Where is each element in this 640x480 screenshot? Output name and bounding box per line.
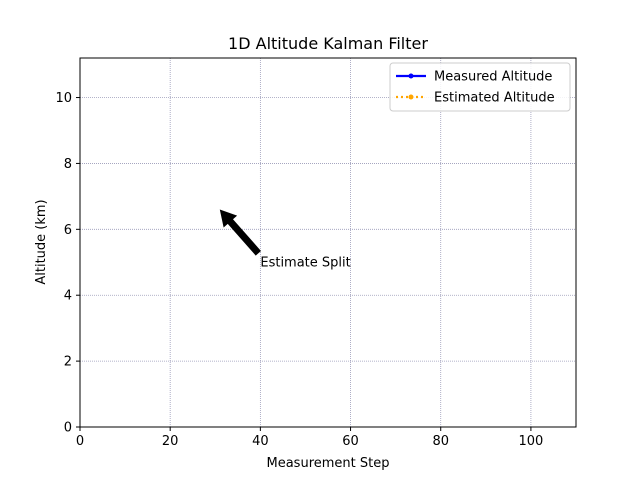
x-tick-label: 40 bbox=[252, 434, 269, 449]
x-tick-label: 80 bbox=[432, 434, 449, 449]
chart-title: 1D Altitude Kalman Filter bbox=[228, 34, 428, 53]
x-tick-label: 100 bbox=[518, 434, 543, 449]
y-axis-label: Altitude (km) bbox=[34, 199, 49, 284]
y-tick-label: 2 bbox=[64, 355, 72, 370]
annotation-arrow bbox=[219, 209, 261, 256]
x-tick-label: 0 bbox=[76, 434, 84, 449]
annotation-text: Estimate Split bbox=[260, 255, 350, 270]
x-axis-label: Measurement Step bbox=[267, 456, 390, 471]
x-tick-label: 20 bbox=[162, 434, 179, 449]
grid bbox=[79, 58, 576, 428]
y-tick-label: 4 bbox=[64, 289, 72, 304]
legend-marker-1 bbox=[408, 94, 414, 100]
legend-label-1: Estimated Altitude bbox=[434, 91, 555, 106]
legend-marker-0 bbox=[408, 73, 414, 79]
y-tick-label: 10 bbox=[55, 91, 72, 106]
legend-label-0: Measured Altitude bbox=[434, 70, 552, 85]
x-tick-label: 60 bbox=[342, 434, 359, 449]
annotation-layer: Estimate Split bbox=[219, 209, 351, 270]
legend-box bbox=[389, 62, 571, 112]
axis-ticks: 0 20 40 60 80 100 0 2 4 6 8 10 bbox=[55, 91, 543, 449]
y-tick-label: 6 bbox=[64, 223, 72, 238]
plot-frame bbox=[79, 57, 577, 428]
y-tick-label: 0 bbox=[64, 421, 72, 436]
y-tick-label: 8 bbox=[64, 157, 72, 172]
legend: Measured Altitude Estimated Altitude bbox=[389, 62, 571, 112]
